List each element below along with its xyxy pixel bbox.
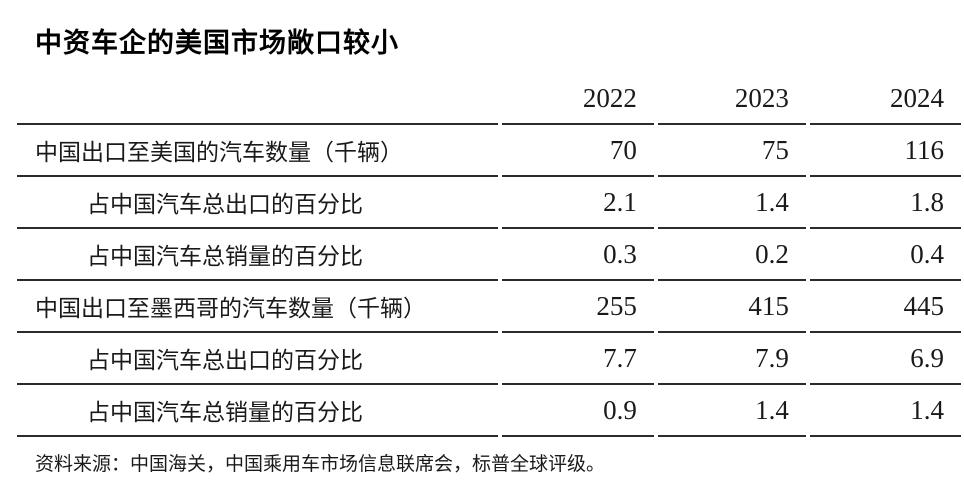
figure-title: 中资车企的美国市场敞口较小 (35, 28, 399, 58)
cell-value: 255 (501, 281, 654, 333)
row-label: 中国出口至墨西哥的汽车数量（千辆） (17, 281, 498, 333)
cell-value: 116 (809, 125, 961, 177)
source-note: 资料来源：中国海关，中国乘用车市场信息联席会，标普全球评级。 (35, 454, 606, 475)
table-row-us-share-exports: 占中国汽车总出口的百分比 2.1 1.4 1.8 (17, 177, 961, 229)
cell-value: 0.4 (809, 229, 961, 281)
cell-value: 0.3 (501, 229, 654, 281)
cell-value: 445 (809, 281, 961, 333)
row-label: 占中国汽车总销量的百分比 (17, 229, 498, 281)
header-year-2024: 2024 (809, 58, 961, 125)
cell-value: 75 (657, 125, 806, 177)
row-label: 占中国汽车总出口的百分比 (17, 177, 498, 229)
table-row-us-share-sales: 占中国汽车总销量的百分比 0.3 0.2 0.4 (17, 229, 961, 281)
cell-value: 1.4 (809, 385, 961, 437)
cell-value: 6.9 (809, 333, 961, 385)
data-table: 2022 2023 2024 中国出口至美国的汽车数量（千辆） 70 75 11… (13, 58, 964, 437)
cell-value: 7.7 (501, 333, 654, 385)
cell-value: 0.9 (501, 385, 654, 437)
row-label: 中国出口至美国的汽车数量（千辆） (17, 125, 498, 177)
table-row-us-exports: 中国出口至美国的汽车数量（千辆） 70 75 116 (17, 125, 961, 177)
row-label: 占中国汽车总出口的百分比 (17, 333, 498, 385)
cell-value: 7.9 (657, 333, 806, 385)
header-year-2023: 2023 (657, 58, 806, 125)
cell-value: 2.1 (501, 177, 654, 229)
table-header-row: 2022 2023 2024 (17, 58, 961, 125)
cell-value: 1.8 (809, 177, 961, 229)
table-row-mexico-share-exports: 占中国汽车总出口的百分比 7.7 7.9 6.9 (17, 333, 961, 385)
row-label: 占中国汽车总销量的百分比 (17, 385, 498, 437)
cell-value: 70 (501, 125, 654, 177)
header-year-2022: 2022 (501, 58, 654, 125)
table-row-mexico-exports: 中国出口至墨西哥的汽车数量（千辆） 255 415 445 (17, 281, 961, 333)
header-empty-cell (17, 58, 498, 125)
cell-value: 0.2 (657, 229, 806, 281)
table-row-mexico-share-sales: 占中国汽车总销量的百分比 0.9 1.4 1.4 (17, 385, 961, 437)
cell-value: 1.4 (657, 385, 806, 437)
cell-value: 1.4 (657, 177, 806, 229)
cell-value: 415 (657, 281, 806, 333)
